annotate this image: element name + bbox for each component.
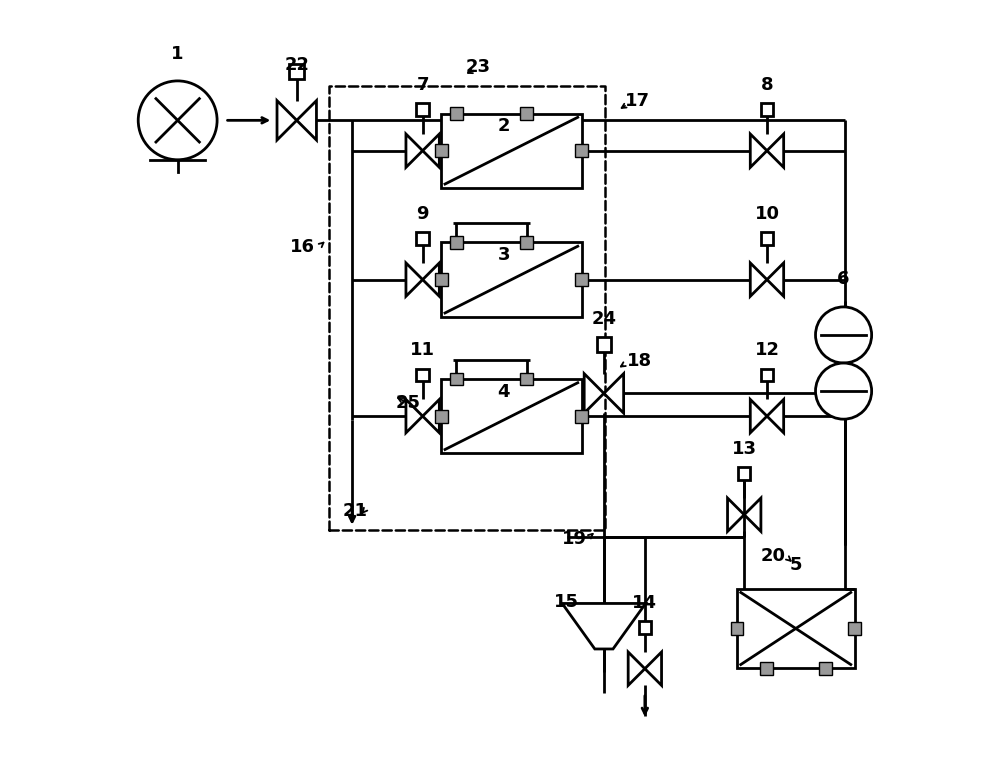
Bar (520, 373, 533, 385)
Bar (450, 373, 463, 385)
Polygon shape (584, 374, 604, 413)
Bar (819, 662, 832, 675)
Text: 23: 23 (466, 58, 491, 76)
Bar (435, 410, 448, 422)
Text: 17: 17 (625, 92, 650, 110)
Text: 11: 11 (410, 342, 435, 360)
Bar (441, 379, 582, 453)
Bar (848, 622, 861, 635)
Text: 13: 13 (732, 440, 757, 458)
Text: 14: 14 (632, 594, 657, 612)
Polygon shape (744, 498, 761, 532)
Text: 19: 19 (561, 530, 586, 548)
Text: 6: 6 (837, 270, 850, 288)
Text: 24: 24 (591, 310, 616, 328)
Text: 12: 12 (754, 342, 779, 360)
Circle shape (138, 81, 217, 160)
Polygon shape (767, 400, 784, 433)
Polygon shape (297, 101, 316, 140)
Bar (575, 410, 588, 422)
Bar (289, 64, 304, 79)
Text: 21: 21 (342, 502, 367, 520)
Polygon shape (406, 134, 423, 167)
Text: 15: 15 (553, 593, 578, 611)
Text: 9: 9 (416, 205, 429, 223)
Bar (416, 368, 429, 381)
Polygon shape (604, 374, 624, 413)
Circle shape (816, 363, 872, 419)
Polygon shape (406, 263, 423, 296)
Polygon shape (767, 134, 784, 167)
Polygon shape (423, 263, 439, 296)
Polygon shape (562, 604, 646, 649)
Bar (450, 107, 463, 120)
Polygon shape (423, 400, 439, 433)
Polygon shape (750, 134, 767, 167)
Bar (639, 621, 651, 633)
Bar (761, 232, 773, 244)
Bar (760, 662, 773, 675)
Bar (761, 103, 773, 115)
Bar (416, 232, 429, 244)
Bar (450, 236, 463, 249)
Bar (731, 622, 743, 635)
Bar (329, 86, 605, 530)
Text: 18: 18 (627, 351, 652, 370)
Bar (761, 368, 773, 381)
Bar (520, 107, 533, 120)
Bar (737, 589, 855, 668)
Bar (738, 467, 750, 480)
Text: 7: 7 (416, 76, 429, 94)
Polygon shape (628, 652, 645, 685)
Bar (575, 274, 588, 286)
Bar (520, 236, 533, 249)
Text: 8: 8 (761, 76, 773, 94)
Text: 10: 10 (754, 205, 779, 223)
Text: 3: 3 (498, 246, 510, 264)
Polygon shape (645, 652, 662, 685)
Bar (416, 103, 429, 115)
Text: 25: 25 (395, 394, 420, 413)
Text: 16: 16 (290, 238, 315, 256)
Bar (597, 337, 611, 352)
Text: 20: 20 (760, 548, 785, 565)
Text: 5: 5 (790, 555, 802, 574)
Polygon shape (767, 263, 784, 296)
Polygon shape (728, 498, 744, 532)
Polygon shape (406, 400, 423, 433)
Bar (435, 144, 448, 157)
Text: 22: 22 (284, 56, 309, 74)
Polygon shape (750, 263, 767, 296)
Bar (441, 242, 582, 317)
Polygon shape (277, 101, 297, 140)
Text: 4: 4 (498, 383, 510, 401)
Polygon shape (423, 134, 439, 167)
Polygon shape (750, 400, 767, 433)
Circle shape (816, 307, 872, 363)
Text: 1: 1 (171, 45, 184, 63)
Bar (435, 274, 448, 286)
Bar (575, 144, 588, 157)
Text: 2: 2 (498, 118, 510, 135)
Bar (441, 114, 582, 188)
